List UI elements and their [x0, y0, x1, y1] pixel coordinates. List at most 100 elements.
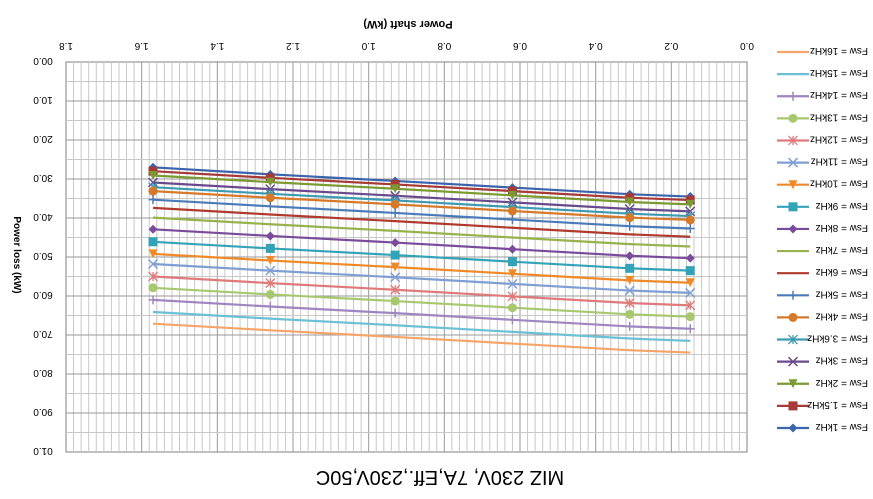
- legend-item: Fsw = 5kHz: [777, 288, 868, 300]
- x-tick-label: 1.6: [134, 40, 148, 51]
- point-marker: [148, 170, 158, 180]
- legend-label: Fsw = 9kHz: [815, 200, 868, 211]
- series-line: [152, 298, 691, 330]
- series-line: [152, 216, 691, 248]
- series-line: [152, 275, 691, 307]
- y-tick-label: 50.0: [33, 250, 53, 261]
- point-marker: [265, 265, 276, 276]
- legend: Fsw = 1kHz Fsw = 1.5kHz Fsw = 2kHz Fsw = 3k…: [777, 45, 868, 433]
- point-marker: [685, 215, 695, 225]
- y-tick-label: 30.0: [33, 172, 53, 183]
- y-tick-labels: 00.0 10.0 20.0 30.0 40.0 50.0 60.0 70.0 80.0 90.0…: [33, 55, 53, 456]
- series-line: [152, 174, 691, 206]
- legend-item: Fsw = 4kHz: [777, 310, 868, 322]
- series-line: [152, 240, 691, 272]
- legend-label: Fsw = 7kHz: [815, 244, 868, 255]
- legend-item: Fsw = 1.5kHz: [777, 399, 868, 411]
- point-marker: [685, 253, 695, 263]
- y-axis-title: Power loss (kW): [11, 216, 22, 293]
- point-marker: [788, 91, 798, 101]
- point-marker: [507, 206, 517, 216]
- point-marker: [685, 206, 696, 217]
- series-line: [152, 186, 691, 218]
- series-fsw-11khz: [147, 258, 696, 298]
- x-tick-label: 1.2: [286, 40, 300, 51]
- point-marker: [624, 203, 635, 215]
- series-line: [152, 166, 691, 198]
- series-fsw-5khz: [148, 195, 695, 234]
- series-line: [152, 252, 691, 284]
- point-marker: [507, 257, 517, 267]
- point-marker: [788, 224, 798, 234]
- point-marker: [507, 190, 517, 200]
- x-tick-label: 0.8: [437, 40, 451, 51]
- series-fsw-6khz: [152, 206, 691, 238]
- series-line: [152, 170, 691, 202]
- point-marker: [507, 269, 517, 279]
- point-marker: [265, 177, 275, 187]
- series-fsw-12khz: [148, 271, 696, 311]
- legend-item: Fsw = 14kHz: [777, 89, 868, 101]
- legend-item: Fsw = 7kHz: [777, 244, 868, 255]
- point-marker: [265, 184, 276, 195]
- point-marker: [265, 256, 275, 266]
- point-marker: [685, 300, 696, 311]
- point-marker: [390, 272, 401, 283]
- point-marker: [148, 271, 158, 282]
- point-marker: [625, 309, 635, 319]
- point-marker: [148, 249, 158, 259]
- point-marker: [788, 135, 798, 146]
- point-marker: [507, 278, 518, 289]
- point-marker: [624, 285, 635, 296]
- point-marker: [390, 250, 400, 260]
- series-line: [152, 198, 691, 230]
- point-marker: [148, 237, 158, 247]
- point-marker: [265, 278, 276, 289]
- point-marker: [788, 334, 798, 345]
- series-fsw-4khz: [148, 186, 695, 225]
- legend-item: Fsw = 11kHz: [777, 156, 868, 168]
- x-tick-label: 0.6: [513, 40, 527, 51]
- point-marker: [788, 423, 798, 433]
- series-fsw-13khz: [148, 283, 695, 322]
- series-line: [152, 206, 691, 238]
- series-fsw-9khz: [148, 237, 695, 276]
- legend-label: Fsw = 8kHz: [815, 222, 868, 233]
- point-marker: [685, 266, 695, 276]
- legend-label: Fsw = 6kHz: [815, 266, 868, 277]
- legend-item: Fsw = 8kHz: [777, 222, 868, 234]
- legend-item: Fsw = 6kHz: [777, 266, 868, 277]
- legend-item: Fsw = 10kHz: [777, 178, 868, 190]
- series-line: [152, 189, 691, 222]
- legend-label: Fsw = 13kHz: [810, 111, 868, 122]
- point-marker: [625, 251, 635, 261]
- series-fsw-2khz: [148, 170, 695, 209]
- point-marker: [507, 303, 517, 313]
- point-marker: [625, 263, 635, 273]
- point-marker: [390, 296, 400, 306]
- x-tick-label: 1.0: [361, 40, 375, 51]
- x-tick-label: 1.8: [59, 40, 73, 51]
- point-marker: [788, 180, 798, 190]
- point-marker: [788, 312, 798, 322]
- x-tick-label: 0.0: [740, 40, 754, 51]
- legend-item: Fsw = 15kHz: [777, 67, 868, 78]
- point-marker: [148, 186, 158, 196]
- point-marker: [148, 195, 158, 205]
- series-line: [152, 286, 691, 318]
- point-marker: [148, 224, 158, 234]
- x-tick-label: 0.2: [664, 40, 678, 51]
- point-marker: [265, 231, 275, 241]
- point-marker: [685, 224, 695, 234]
- y-tick-label: 60.0: [33, 289, 53, 300]
- legend-label: Fsw = 4kHz: [815, 310, 868, 321]
- legend-item: Fsw = 9kHz: [777, 200, 868, 212]
- point-marker: [625, 197, 635, 207]
- series-group: [147, 162, 696, 354]
- legend-item: Fsw = 3.6kHz: [777, 333, 868, 345]
- point-marker: [390, 262, 400, 272]
- point-marker: [788, 202, 798, 212]
- y-tick-label: 00.0: [33, 55, 53, 66]
- point-marker: [148, 283, 158, 293]
